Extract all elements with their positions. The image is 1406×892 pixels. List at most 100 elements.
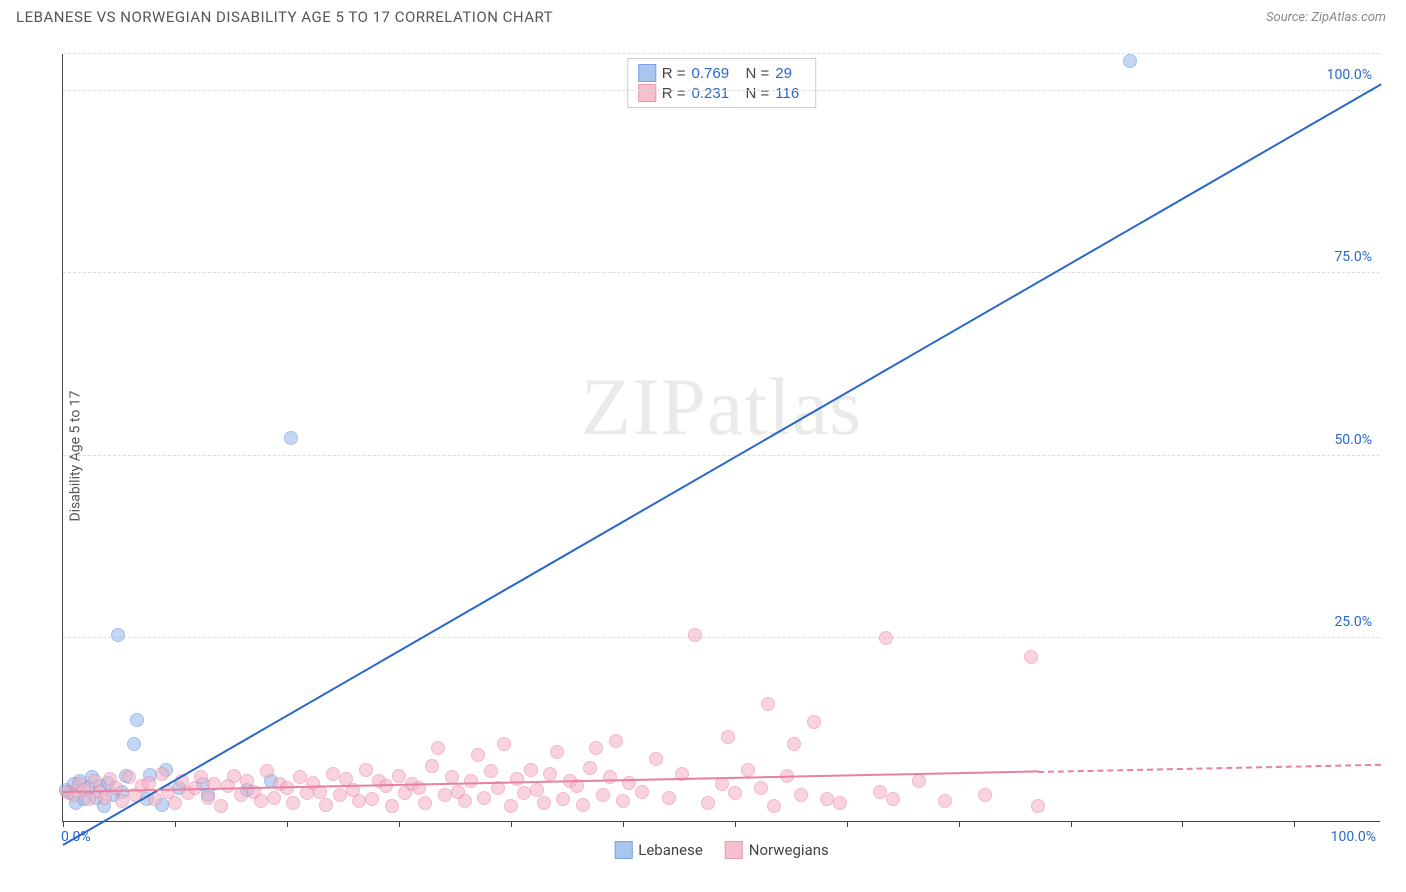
data-point [504,799,518,813]
r-label: R = [662,85,686,102]
data-point [761,697,775,711]
gridline [63,455,1380,456]
x-tick [623,821,624,827]
data-point [688,628,702,642]
data-point [524,763,538,777]
data-point [807,715,821,729]
data-point [543,767,557,781]
x-tick [511,821,512,827]
gridline [63,53,1380,54]
data-point [227,769,241,783]
data-point [254,794,268,808]
data-point [122,770,136,784]
x-tick [1182,821,1183,827]
x-tick [287,821,288,827]
data-point [284,431,298,445]
data-point [701,796,715,810]
data-point [556,792,570,806]
r-value: 0.231 [692,85,740,102]
data-point [616,794,630,808]
data-point [978,788,992,802]
data-point [787,737,801,751]
data-point [471,748,485,762]
data-point [510,772,524,786]
data-point [715,777,729,791]
x-tick [847,821,848,827]
data-point [385,799,399,813]
x-tick [175,821,176,827]
stats-legend-row: R = 0.769 N = 29 [638,63,806,83]
data-point [754,781,768,795]
data-point [431,741,445,755]
data-point [537,796,551,810]
data-point [833,796,847,810]
legend-swatch [638,64,656,82]
data-point [728,786,742,800]
y-tick-label: 100.0% [1327,67,1372,83]
data-point [214,799,228,813]
gridline [63,272,1380,273]
data-point [142,776,156,790]
data-point [497,737,511,751]
data-point [326,767,340,781]
data-point [1123,54,1137,68]
r-label: R = [662,65,686,82]
r-value: 0.769 [692,65,740,82]
data-point [767,799,781,813]
data-point [458,794,472,808]
data-point [603,770,617,784]
data-point [820,792,834,806]
legend-swatch [614,841,632,859]
data-point [352,794,366,808]
data-point [794,788,808,802]
data-point [111,628,125,642]
data-point [484,764,498,778]
data-point [938,794,952,808]
data-point [1024,650,1038,664]
data-point [912,774,926,788]
data-point [583,761,597,775]
data-point [438,788,452,802]
data-point [333,788,347,802]
plot-area: ZIPatlas R =0.769N =29R =0.231N =116 Leb… [62,54,1380,822]
data-point [477,791,491,805]
n-value: 29 [775,65,805,82]
data-point [721,730,735,744]
y-tick-label: 50.0% [1334,432,1372,448]
data-point [589,741,603,755]
data-point [127,737,141,751]
data-point [194,770,208,784]
data-point [201,791,215,805]
source-attribution: Source: ZipAtlas.com [1266,10,1386,25]
x-max-label: 100.0% [1331,829,1376,845]
legend-swatch [725,841,743,859]
data-point [155,767,169,781]
legend-item: Lebanese [614,841,703,859]
legend-swatch [638,84,656,102]
data-point [873,785,887,799]
data-point [359,763,373,777]
x-tick [735,821,736,827]
stats-legend: R =0.769N =29R =0.231N =116 [627,58,817,108]
data-point [1031,799,1045,813]
data-point [741,763,755,777]
chart-container: Disability Age 5 to 17 ZIPatlas R =0.769… [16,36,1390,876]
data-point [260,764,274,778]
y-tick-label: 25.0% [1334,614,1372,630]
data-point [517,786,531,800]
data-point [576,798,590,812]
data-point [879,631,893,645]
data-point [425,759,439,773]
legend-item: Norwegians [725,841,829,859]
data-point [635,785,649,799]
y-tick-label: 75.0% [1334,249,1372,265]
x-tick [959,821,960,827]
gridline [63,637,1380,638]
n-value: 116 [775,85,805,102]
data-point [596,788,610,802]
x-tick [1294,821,1295,827]
data-point [267,791,281,805]
data-point [130,713,144,727]
n-label: N = [746,65,770,82]
x-tick [1071,821,1072,827]
